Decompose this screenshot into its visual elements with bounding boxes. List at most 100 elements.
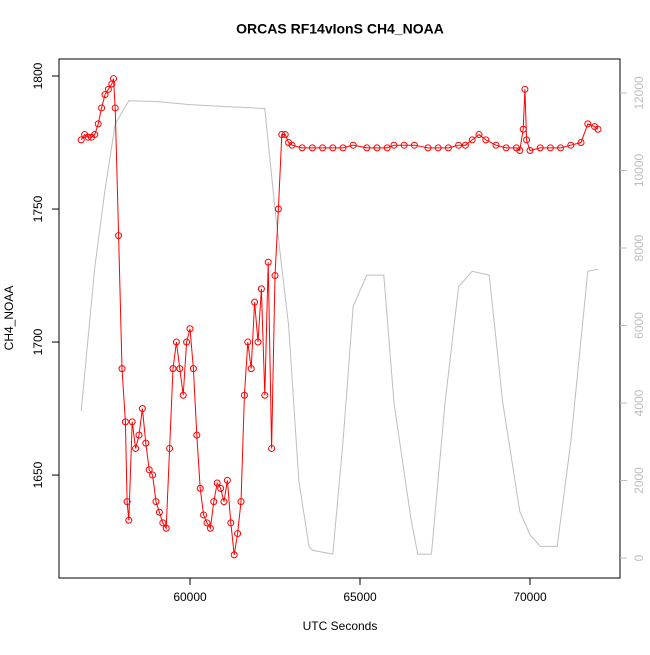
y-tick-label: 1700: [31, 328, 45, 355]
data-point: [319, 144, 327, 152]
data-point: [298, 144, 306, 152]
data-point: [455, 141, 463, 149]
data-point: [123, 498, 131, 506]
data-point: [516, 147, 524, 155]
data-point: [247, 365, 255, 373]
data-point: [278, 131, 286, 139]
series-line: [80, 100, 599, 555]
data-point: [203, 519, 211, 527]
data-point: [155, 508, 163, 516]
x-tick-label: 60000: [173, 590, 207, 604]
data-point: [237, 498, 245, 506]
chart-title: ORCAS RF14vIonS CH4_NOAA: [236, 21, 444, 37]
data-point: [521, 85, 529, 93]
data-point: [261, 391, 269, 399]
data-point: [240, 391, 248, 399]
y2-tick-label: 6000: [632, 312, 646, 339]
data-point: [434, 144, 442, 152]
x-tick-label: 70000: [513, 590, 547, 604]
data-point: [125, 516, 133, 524]
data-point: [567, 141, 575, 149]
data-point: [526, 147, 534, 155]
data-point: [577, 139, 585, 147]
data-point: [142, 439, 150, 447]
data-point: [557, 144, 565, 152]
data-point: [111, 104, 119, 112]
data-point: [152, 498, 160, 506]
data-point: [162, 524, 170, 532]
y-tick-label: 1750: [31, 195, 45, 222]
data-point: [193, 431, 201, 439]
data-point: [271, 272, 279, 280]
plot-frame: [58, 58, 621, 579]
y-axis-label: CH4_NOAA: [2, 286, 16, 351]
data-point: [183, 338, 191, 346]
data-point: [281, 131, 289, 139]
data-point: [169, 365, 177, 373]
data-point: [383, 144, 391, 152]
data-point: [349, 141, 357, 149]
data-point: [196, 484, 204, 492]
data-point: [227, 519, 235, 527]
data-point: [482, 136, 490, 144]
data-point: [264, 258, 272, 266]
data-point: [217, 484, 225, 492]
data-point: [536, 144, 544, 152]
data-point: [251, 298, 259, 306]
data-point: [244, 338, 252, 346]
data-point: [584, 120, 592, 128]
data-point: [213, 479, 221, 487]
data-point: [223, 476, 231, 484]
x-axis-label: UTC Seconds: [303, 619, 378, 633]
y2-tick-label: 0: [632, 554, 646, 561]
data-point: [210, 498, 218, 506]
data-point: [121, 418, 129, 426]
y2-tick-label: 4000: [632, 389, 646, 416]
data-point: [400, 141, 408, 149]
data-point: [206, 524, 214, 532]
data-point: [461, 141, 469, 149]
data-point: [84, 133, 92, 141]
y2-tick-label: 12000: [632, 76, 646, 110]
data-point: [329, 144, 337, 152]
data-point: [115, 232, 123, 240]
data-point: [98, 104, 106, 112]
data-point: [104, 85, 112, 93]
data-point: [220, 498, 228, 506]
y2-tick-label: 10000: [632, 153, 646, 187]
y2-tick-label: 2000: [632, 467, 646, 494]
data-point: [128, 418, 136, 426]
data-point: [110, 75, 118, 83]
data-point: [594, 125, 602, 133]
data-point: [94, 120, 102, 128]
data-point: [200, 511, 208, 519]
data-point: [424, 144, 432, 152]
data-point: [132, 444, 140, 452]
data-point: [502, 144, 510, 152]
x-tick-label: 65000: [343, 590, 377, 604]
data-point: [135, 431, 143, 439]
data-point: [308, 144, 316, 152]
data-point: [546, 144, 554, 152]
data-point: [166, 444, 174, 452]
data-point: [230, 551, 238, 559]
data-point: [363, 144, 371, 152]
data-point: [149, 471, 157, 479]
y-tick-label: 1800: [31, 62, 45, 89]
data-point: [179, 391, 187, 399]
data-point: [77, 136, 85, 144]
data-point: [257, 285, 265, 293]
data-point: [523, 136, 531, 144]
data-point: [186, 325, 194, 333]
data-point: [373, 144, 381, 152]
data-point: [91, 131, 99, 139]
data-point: [189, 365, 197, 373]
data-point: [410, 141, 418, 149]
data-point: [475, 131, 483, 139]
y-tick-label: 1650: [31, 461, 45, 488]
y2-tick-label: 8000: [632, 234, 646, 261]
data-point: [234, 530, 242, 538]
data-point: [468, 136, 476, 144]
data-point: [519, 125, 527, 133]
